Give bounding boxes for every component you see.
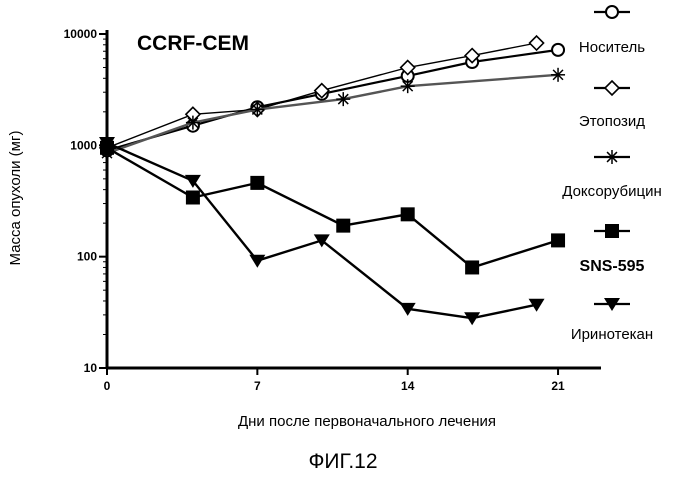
data-point <box>464 312 480 325</box>
data-point <box>552 44 564 56</box>
data-point <box>336 219 350 233</box>
legend-marker <box>606 6 618 18</box>
legend-label: Доксорубицин <box>562 183 661 200</box>
legend-label: Этопозид <box>579 113 645 130</box>
data-point <box>401 207 415 221</box>
legend-marker <box>605 150 619 164</box>
series-3 <box>100 141 565 275</box>
y-tick-label: 10 <box>84 361 98 375</box>
legend-label: Иринотекан <box>571 326 653 343</box>
x-axis-title: Дни после первоначального лечения <box>238 413 496 430</box>
series-layer <box>99 36 565 325</box>
data-point <box>465 260 479 274</box>
data-point <box>336 92 350 106</box>
legend-entry-1: Этопозид <box>579 81 645 130</box>
data-point <box>186 190 200 204</box>
figure-caption: ФИГ.12 <box>308 450 377 473</box>
legend-marker <box>605 224 619 238</box>
legend-entry-4: Иринотекан <box>571 298 653 343</box>
y-tick-label: 100 <box>77 250 97 264</box>
x-tick-label: 0 <box>104 379 111 393</box>
legend-label: Носитель <box>579 39 645 56</box>
legend-label: SNS-595 <box>580 258 645 275</box>
y-axis-title: Масса опухоли (мг) <box>7 131 24 266</box>
series-4 <box>99 137 545 325</box>
legend-entry-2: Доксорубицин <box>562 150 661 200</box>
legend-entry-3: SNS-595 <box>580 224 645 275</box>
data-point <box>250 176 264 190</box>
data-point <box>250 102 264 116</box>
series-2 <box>100 68 565 160</box>
series-line <box>107 75 558 153</box>
chart-title: CCRF-CEM <box>137 32 249 55</box>
data-point <box>551 68 565 82</box>
axes: 10 100 1000 10000 0 7 14 21 <box>64 27 601 393</box>
y-tick-label: 1000 <box>70 138 97 152</box>
legend-marker <box>605 81 619 95</box>
data-point <box>551 233 565 247</box>
data-point <box>249 255 265 268</box>
data-point <box>401 79 415 93</box>
series-line <box>107 143 537 318</box>
legend: Носитель Этопозид Доксорубицин SNS-595 Ирино… <box>562 6 661 343</box>
x-tick-label: 14 <box>401 379 415 393</box>
data-point <box>186 116 200 130</box>
x-tick-label: 7 <box>254 379 261 393</box>
y-tick-label: 10000 <box>64 27 98 41</box>
legend-entry-0: Носитель <box>579 6 645 56</box>
data-point <box>530 36 544 50</box>
x-tick-label: 21 <box>551 379 565 393</box>
